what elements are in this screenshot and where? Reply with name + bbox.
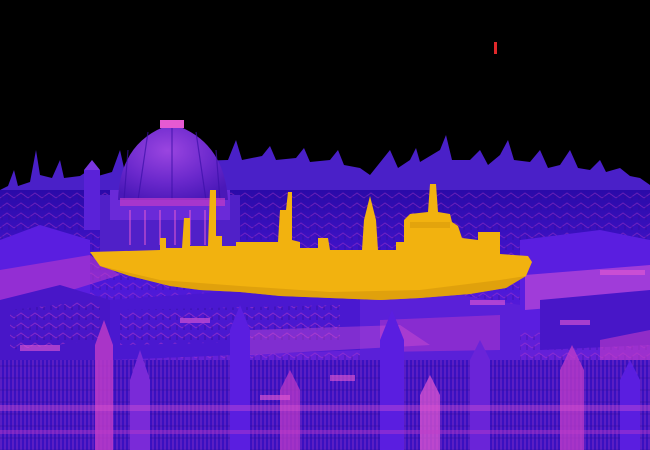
pink-highlights <box>20 270 645 400</box>
ship-silhouette <box>90 184 532 300</box>
foreground-spires <box>0 305 650 450</box>
middle-rooftops <box>110 290 520 360</box>
sky-speck <box>494 42 497 54</box>
